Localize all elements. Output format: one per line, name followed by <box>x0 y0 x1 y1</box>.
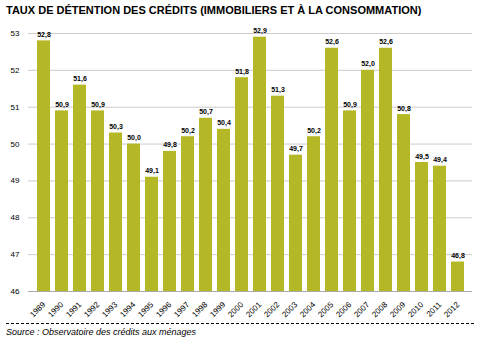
svg-text:53: 53 <box>11 29 20 38</box>
html-text:Source : Observatoire des créd: Source : Observatoire des crédits aux mé… <box>6 327 197 337</box>
html-text:TAUX DE DÉTENTION DES CRÉDITS: TAUX DE DÉTENTION DES CRÉDITS (IMMOBILIE… <box>6 4 422 16</box>
svg-text:50,2: 50,2 <box>307 127 321 135</box>
svg-text:49,4: 49,4 <box>433 156 447 164</box>
svg-text:2002: 2002 <box>262 300 281 319</box>
svg-text:1999: 1999 <box>208 300 227 319</box>
svg-text:47: 47 <box>11 250 20 259</box>
svg-text:48: 48 <box>11 213 20 222</box>
svg-text:50,9: 50,9 <box>91 101 105 109</box>
svg-text:46: 46 <box>11 287 20 296</box>
svg-text:50,2: 50,2 <box>181 127 195 135</box>
svg-text:1989: 1989 <box>28 300 47 319</box>
svg-text:2010: 2010 <box>406 300 425 319</box>
svg-text:1998: 1998 <box>190 300 209 319</box>
svg-text:50,7: 50,7 <box>199 108 213 116</box>
svg-text:2009: 2009 <box>388 300 407 319</box>
svg-text:52,9: 52,9 <box>253 27 267 35</box>
svg-text:50,3: 50,3 <box>109 123 123 131</box>
svg-text:52: 52 <box>11 66 20 75</box>
svg-text:2008: 2008 <box>370 300 389 319</box>
svg-text:1991: 1991 <box>64 300 83 319</box>
svg-text:2004: 2004 <box>298 300 317 319</box>
svg-text:2012: 2012 <box>442 300 461 319</box>
svg-text:2006: 2006 <box>334 300 353 319</box>
svg-text:52,6: 52,6 <box>379 38 393 46</box>
svg-text:2003: 2003 <box>280 300 299 319</box>
svg-text:1994: 1994 <box>118 300 137 319</box>
svg-text:1997: 1997 <box>172 300 191 319</box>
svg-text:52,0: 52,0 <box>361 60 375 68</box>
svg-text:52,6: 52,6 <box>325 38 339 46</box>
svg-text:51,8: 51,8 <box>235 68 249 76</box>
svg-text:52,8: 52,8 <box>37 31 51 39</box>
svg-text:2011: 2011 <box>425 300 444 319</box>
svg-text:2005: 2005 <box>316 300 335 319</box>
svg-text:49,8: 49,8 <box>163 141 177 149</box>
svg-text:49: 49 <box>11 176 20 185</box>
svg-text:2000: 2000 <box>226 300 245 319</box>
svg-text:50,8: 50,8 <box>397 105 411 113</box>
svg-text:1996: 1996 <box>154 300 173 319</box>
svg-text:2007: 2007 <box>352 300 371 319</box>
svg-text:49,7: 49,7 <box>289 145 303 153</box>
svg-text:50,9: 50,9 <box>55 101 69 109</box>
svg-text:49,5: 49,5 <box>415 153 429 161</box>
svg-text:51: 51 <box>11 103 20 112</box>
svg-text:50,9: 50,9 <box>343 101 357 109</box>
svg-text:46,8: 46,8 <box>451 252 465 260</box>
svg-text:1992: 1992 <box>82 300 101 319</box>
svg-text:51,3: 51,3 <box>271 86 285 94</box>
svg-text:51,6: 51,6 <box>73 75 87 83</box>
svg-text:1993: 1993 <box>100 300 119 319</box>
svg-text:49,1: 49,1 <box>145 167 159 175</box>
svg-text:1995: 1995 <box>136 300 155 319</box>
svg-text:50: 50 <box>11 140 20 149</box>
svg-text:50,0: 50,0 <box>127 134 141 142</box>
svg-text:50,4: 50,4 <box>217 119 231 127</box>
svg-text:2001: 2001 <box>244 300 263 319</box>
svg-text:1990: 1990 <box>46 300 65 319</box>
